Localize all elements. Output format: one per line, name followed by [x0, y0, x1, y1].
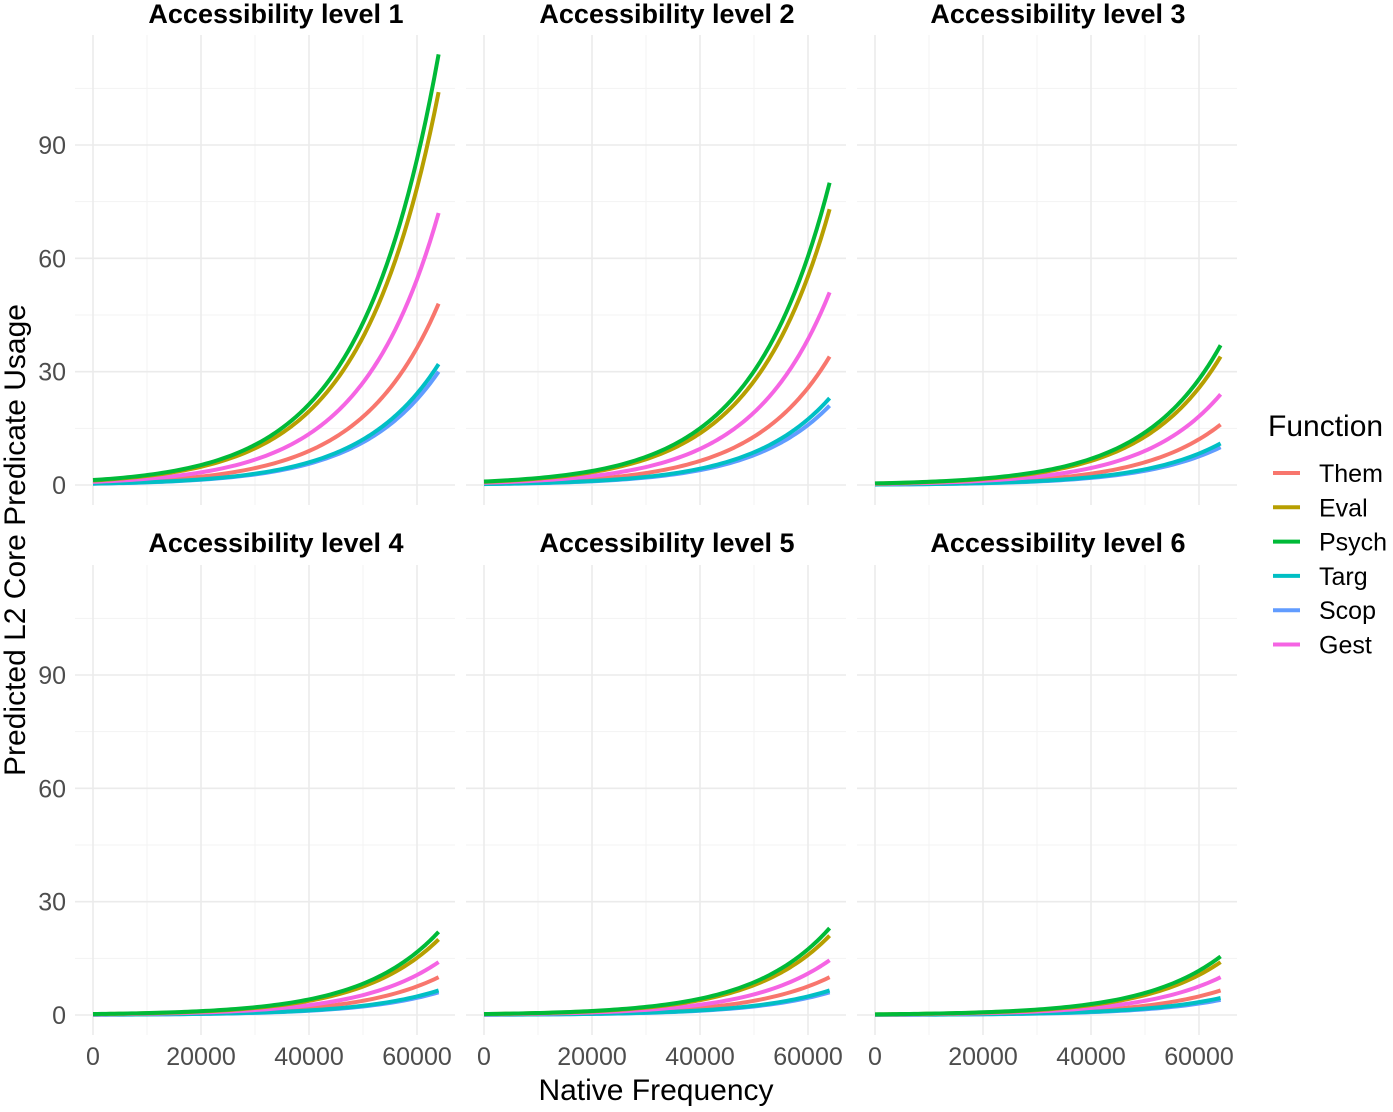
series-line-psych — [874, 954, 1222, 1017]
x-tick-label: 40000 — [274, 1043, 344, 1071]
series-line-gest — [483, 291, 832, 485]
y-tick-label: 60 — [38, 775, 66, 803]
x-axis-title: Native Frequency — [538, 1074, 773, 1107]
series-line-psych — [874, 344, 1223, 486]
panels-layer: Accessibility level 10306090Accessibilit… — [38, 0, 1237, 1071]
legend-title: Function — [1268, 410, 1383, 443]
legend-label: Gest — [1319, 632, 1372, 660]
x-tick-label: 20000 — [948, 1043, 1018, 1071]
panel-3: Accessibility level 3 — [857, 0, 1237, 505]
y-tick-label: 90 — [38, 662, 66, 690]
legend-item-psych: Psych — [1273, 529, 1387, 557]
panel-title: Accessibility level 4 — [148, 528, 403, 558]
legend-items: Them Eval Psych Targ Scop Gest — [1273, 460, 1387, 660]
series-line-psych — [483, 926, 832, 1016]
panel-1: Accessibility level 1 0 30 60 90 — [38, 0, 455, 505]
legend: Function Them Eval Psych Targ Scop Gest — [1268, 410, 1387, 660]
y-tick-label: 30 — [38, 889, 66, 917]
y-axis-title: Predicted L2 Core Predicate Usage — [0, 304, 32, 776]
legend-item-eval: Eval — [1273, 494, 1368, 522]
panel-5: Accessibility level 5 0 20000 40000 60000 — [466, 528, 846, 1071]
panel-title: Accessibility level 1 — [148, 0, 403, 29]
legend-item-gest: Gest — [1273, 632, 1372, 660]
legend-label: Psych — [1319, 529, 1387, 557]
legend-item-scop: Scop — [1273, 597, 1376, 625]
x-tick-label: 40000 — [665, 1043, 735, 1071]
panel-4: Accessibility level 4 0 30 60 90 0 20000 40000 6… — [38, 528, 455, 1071]
panel-title: Accessibility level 3 — [930, 0, 1185, 29]
panel-title: Accessibility level 6 — [930, 528, 1185, 558]
series-line-psych — [92, 53, 441, 483]
x-tick-label: 60000 — [1164, 1043, 1234, 1071]
x-tick-label: 60000 — [773, 1043, 843, 1071]
y-tick-label: 90 — [38, 132, 66, 160]
x-tick-label: 40000 — [1056, 1043, 1126, 1071]
panel-2: Accessibility level 2 — [466, 0, 846, 505]
x-tick-label: 20000 — [166, 1043, 236, 1071]
legend-label: Them — [1319, 460, 1383, 488]
legend-label: Eval — [1319, 494, 1368, 522]
series-line-targ — [92, 363, 441, 486]
x-tick-label: 0 — [477, 1043, 491, 1071]
x-tick-label: 0 — [868, 1043, 882, 1071]
legend-item-targ: Targ — [1273, 563, 1368, 591]
series-line-gest — [92, 212, 441, 484]
series-line-targ — [483, 396, 832, 486]
x-tick-label: 20000 — [557, 1043, 627, 1071]
y-tick-label: 0 — [52, 472, 66, 500]
panel-title: Accessibility level 2 — [539, 0, 794, 29]
panel-title: Accessibility level 5 — [539, 528, 794, 558]
legend-label: Targ — [1319, 563, 1368, 591]
y-tick-label: 60 — [38, 245, 66, 273]
series-line-psych — [483, 182, 832, 484]
legend-item-them: Them — [1273, 460, 1383, 488]
x-tick-label: 60000 — [382, 1043, 452, 1071]
x-tick-label: 0 — [86, 1043, 100, 1071]
legend-label: Scop — [1319, 597, 1376, 625]
panel-6: Accessibility level 6 0 20000 40000 60000 — [857, 528, 1237, 1071]
y-tick-label: 0 — [52, 1002, 66, 1030]
series-line-psych — [92, 930, 441, 1017]
y-tick-label: 30 — [38, 359, 66, 387]
